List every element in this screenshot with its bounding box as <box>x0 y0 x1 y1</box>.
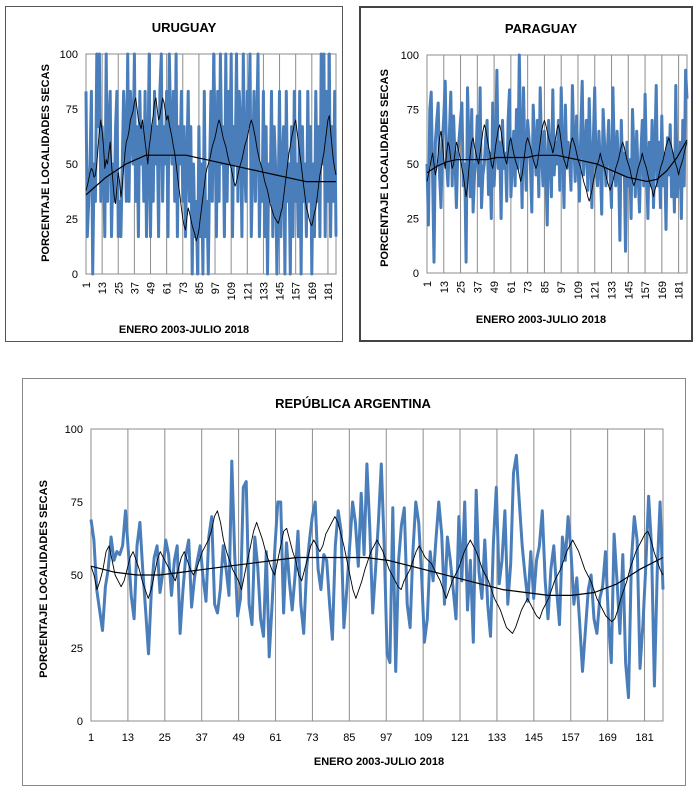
series-line-moving-average <box>90 510 664 634</box>
series-line-moving-average <box>426 119 688 202</box>
x-tick-label: 97 <box>380 732 392 744</box>
y-tick-label: 75 <box>407 105 419 117</box>
chart-panel-paraguay: PARAGUAY ENERO 2003-JULIO 2018 PORCENTAJ… <box>359 6 693 342</box>
y-tick-label: 0 <box>72 269 78 281</box>
x-tick-label: 1 <box>81 282 93 288</box>
x-tick-label: 49 <box>146 282 158 294</box>
x-tick-label: 25 <box>113 282 125 294</box>
x-tick-label: 169 <box>657 281 669 299</box>
x-tick-label: 49 <box>489 281 501 293</box>
x-tick-label: 61 <box>506 281 518 293</box>
x-tick-label: 1 <box>88 732 94 744</box>
x-tick-label: 145 <box>275 282 287 300</box>
chart-svg-argentina: REPÚBLICA ARGENTINA ENERO 2003-JULIO 201… <box>38 396 665 768</box>
chart-title: URUGUAY <box>152 20 217 35</box>
y-tick-label: 50 <box>407 159 419 171</box>
x-tick-label: 13 <box>122 732 134 744</box>
x-tick-label: 73 <box>523 281 535 293</box>
x-tick-label: 13 <box>97 282 109 294</box>
series-line-trend <box>426 139 688 182</box>
series-line-main <box>425 53 689 264</box>
y-tick-label: 75 <box>66 104 78 116</box>
x-tick-label: 133 <box>258 282 270 300</box>
series-line-trend <box>90 556 664 596</box>
x-axis-label: ENERO 2003-JULIO 2018 <box>314 756 444 768</box>
x-tick-label: 37 <box>196 732 208 744</box>
y-tick-label: 25 <box>71 643 83 655</box>
x-tick-label: 97 <box>210 282 222 294</box>
chart-panel-uruguay: URUGUAY ENERO 2003-JULIO 2018 PORCENTAJE… <box>5 6 343 342</box>
series-line-moving-average <box>85 97 337 242</box>
x-tick-label: 157 <box>291 282 303 300</box>
x-tick-label: 109 <box>573 281 585 299</box>
y-tick-label: 50 <box>71 570 83 582</box>
y-tick-label: 100 <box>401 50 419 62</box>
x-tick-label: 145 <box>623 281 635 299</box>
x-tick-label: 121 <box>242 282 254 300</box>
x-tick-label: 85 <box>539 281 551 293</box>
x-tick-label: 181 <box>323 282 335 300</box>
x-tick-label: 157 <box>640 281 652 299</box>
x-tick-label: 61 <box>162 282 174 294</box>
x-tick-label: 181 <box>674 281 686 299</box>
chart-title: REPÚBLICA ARGENTINA <box>275 396 431 411</box>
x-tick-label: 145 <box>525 732 543 744</box>
y-axis-label: PORCENTAJE LOCALIDADES SECAS <box>38 480 50 678</box>
x-tick-label: 97 <box>556 281 568 293</box>
x-tick-label: 109 <box>414 732 432 744</box>
y-tick-label: 75 <box>71 497 83 509</box>
chart-svg-paraguay: PARAGUAY ENERO 2003-JULIO 2018 PORCENTAJ… <box>379 21 689 326</box>
x-tick-label: 133 <box>488 732 506 744</box>
x-tick-label: 25 <box>456 281 468 293</box>
chart-title: PARAGUAY <box>505 21 578 36</box>
chart-panel-argentina: REPÚBLICA ARGENTINA ENERO 2003-JULIO 201… <box>22 378 686 786</box>
x-tick-label: 133 <box>607 281 619 299</box>
x-tick-label: 61 <box>269 732 281 744</box>
x-tick-label: 13 <box>439 281 451 293</box>
y-tick-label: 50 <box>66 159 78 171</box>
y-tick-label: 25 <box>407 214 419 226</box>
x-tick-label: 169 <box>307 282 319 300</box>
x-tick-label: 85 <box>194 282 206 294</box>
x-tick-label: 121 <box>451 732 469 744</box>
x-tick-label: 109 <box>226 282 238 300</box>
y-tick-label: 100 <box>65 424 83 436</box>
x-tick-label: 169 <box>598 732 616 744</box>
series-line-main <box>89 453 665 700</box>
chart-svg-uruguay: URUGUAY ENERO 2003-JULIO 2018 PORCENTAJE… <box>40 20 338 336</box>
x-tick-label: 73 <box>306 732 318 744</box>
x-tick-label: 49 <box>232 732 244 744</box>
x-tick-label: 157 <box>562 732 580 744</box>
x-tick-label: 121 <box>590 281 602 299</box>
x-tick-label: 181 <box>635 732 653 744</box>
x-axis-label: ENERO 2003-JULIO 2018 <box>476 314 606 326</box>
y-axis-label: PORCENTAJE LOCALIDADES SECAS <box>379 69 391 267</box>
y-tick-label: 0 <box>77 716 83 728</box>
x-tick-label: 73 <box>178 282 190 294</box>
x-tick-label: 37 <box>129 282 141 294</box>
y-tick-label: 100 <box>60 49 78 61</box>
x-tick-label: 37 <box>472 281 484 293</box>
x-tick-label: 1 <box>422 281 434 287</box>
x-axis-label: ENERO 2003-JULIO 2018 <box>119 324 249 336</box>
y-tick-label: 0 <box>413 268 419 280</box>
series-line-main <box>84 52 338 276</box>
series-line-trend <box>85 154 336 196</box>
y-tick-label: 25 <box>66 214 78 226</box>
x-tick-label: 85 <box>343 732 355 744</box>
y-axis-label: PORCENTAJE LOCALIDADES SECAS <box>40 64 52 262</box>
x-tick-label: 25 <box>159 732 171 744</box>
